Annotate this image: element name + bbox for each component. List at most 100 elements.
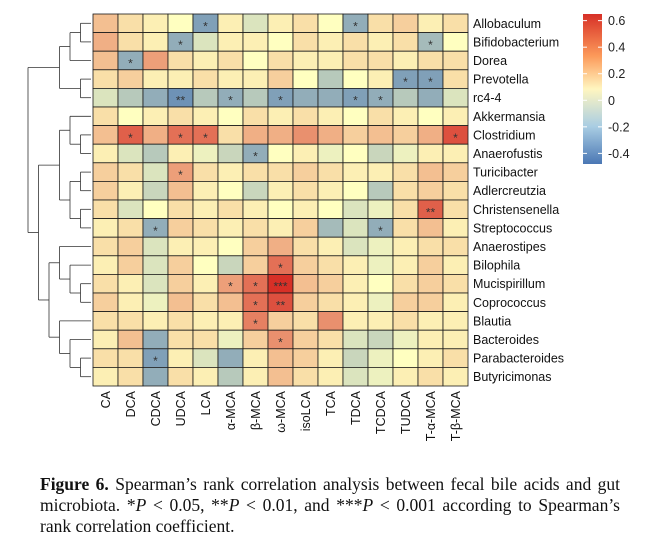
heatmap-cell [267, 366, 294, 387]
heatmap-cell [392, 13, 419, 34]
row-label: Adlercreutzia [473, 184, 546, 198]
heatmap-cell [367, 162, 394, 182]
significance-mark: * [428, 38, 433, 52]
heatmap-cell [442, 180, 469, 201]
significance-mark: * [203, 19, 208, 33]
caption-p1: P [135, 495, 147, 515]
significance-mark: * [253, 280, 258, 294]
heatmap-cell [167, 143, 194, 164]
heatmap-cell [442, 69, 469, 89]
heatmap-cell [367, 199, 394, 220]
significance-mark: * [278, 336, 283, 350]
significance-mark: * [428, 75, 433, 89]
heatmap-cell [392, 180, 419, 201]
heatmap-cell [417, 180, 444, 201]
heatmap-cell [192, 366, 219, 387]
heatmap-cell [192, 88, 219, 108]
heatmap-cell [92, 69, 119, 89]
column-label: T-β-MCA [449, 390, 463, 441]
heatmap-cell [142, 311, 169, 331]
heatmap-cell [317, 13, 344, 34]
heatmap-cell [292, 88, 319, 108]
heatmap-cell [117, 199, 144, 220]
heatmap-cell [192, 329, 219, 350]
heatmap-cell [242, 199, 269, 220]
figure-caption: Figure 6. Spearman’s rank correlation an… [40, 474, 620, 537]
heatmap-cell [142, 199, 169, 220]
significance-mark: * [153, 224, 158, 238]
heatmap-cell [342, 125, 369, 145]
heatmap-cell [192, 180, 219, 201]
row-label: Dorea [473, 54, 507, 68]
column-label: isoLCA [299, 390, 313, 431]
heatmap-cell [92, 143, 119, 164]
heatmap-cell [167, 236, 194, 257]
heatmap-cell [392, 32, 419, 52]
caption-text-3: < 0.01, and *** [239, 495, 363, 515]
heatmap-cell [142, 236, 169, 257]
heatmap-cell [192, 311, 219, 331]
heatmap-cell [292, 366, 319, 387]
heatmap-cell [342, 180, 369, 201]
heatmap-cell [317, 106, 344, 127]
heatmap-cell [167, 329, 194, 350]
significance-mark: ** [176, 94, 186, 108]
heatmap-cell [317, 143, 344, 164]
heatmap-cell [92, 13, 119, 34]
significance-marks: * ** *** *** * * * ** * * ****** *** * **** ***** [128, 19, 458, 368]
heatmap-cell [267, 236, 294, 257]
heatmap-cell [92, 366, 119, 387]
heatmap-cell [142, 162, 169, 182]
heatmap-cell [392, 199, 419, 220]
heatmap-cell [442, 366, 469, 387]
heatmap-cell [267, 32, 294, 52]
heatmap-cell [142, 50, 169, 71]
heatmap-cell [267, 13, 294, 34]
heatmap-cell [442, 311, 469, 331]
row-labels: Allobaculum Bifidobacterium Dorea Prevotell… [473, 17, 564, 384]
heatmap-cell [417, 125, 444, 145]
heatmap-cell [92, 311, 119, 331]
heatmap-cell [342, 273, 369, 294]
heatmap-cell [442, 162, 469, 182]
heatmap-cell [292, 329, 319, 350]
heatmap-cell [92, 180, 119, 201]
heatmap-cell [117, 255, 144, 275]
heatmap-cell [267, 199, 294, 220]
heatmap-cell [242, 255, 269, 275]
heatmap-cell [317, 366, 344, 387]
heatmap-cell [92, 32, 119, 52]
heatmap-cell [417, 162, 444, 182]
heatmap-cell [342, 162, 369, 182]
heatmap-cell [292, 143, 319, 164]
heatmap-cell [442, 255, 469, 275]
heatmap-cell [92, 88, 119, 108]
heatmap-cell [117, 273, 144, 294]
heatmap-cell [217, 125, 244, 145]
legend-tick-label: 0.6 [608, 14, 625, 28]
heatmap-cell [367, 273, 394, 294]
significance-mark: * [178, 38, 183, 52]
heatmap-cell [417, 50, 444, 71]
heatmap-cell [142, 13, 169, 34]
significance-mark: * [278, 94, 283, 108]
significance-mark: * [453, 131, 458, 145]
significance-mark: * [128, 131, 133, 145]
heatmap-cell [292, 162, 319, 182]
significance-mark: * [278, 261, 283, 275]
heatmap-cell [342, 199, 369, 220]
heatmap-cell [167, 292, 194, 313]
heatmap-cell [317, 180, 344, 201]
heatmap-cell [292, 125, 319, 145]
heatmap-cell [217, 255, 244, 275]
caption-text-1: Spearman’s rank correlation analysis bet… [40, 474, 620, 515]
heatmap-cell [367, 143, 394, 164]
heatmap-cell [392, 50, 419, 71]
heatmap-cells [92, 13, 469, 387]
heatmap-cell [117, 329, 144, 350]
heatmap-cell [167, 255, 194, 275]
heatmap-cell [142, 69, 169, 89]
heatmap-cell [217, 199, 244, 220]
heatmap-cell [292, 32, 319, 52]
heatmap-cell [342, 329, 369, 350]
